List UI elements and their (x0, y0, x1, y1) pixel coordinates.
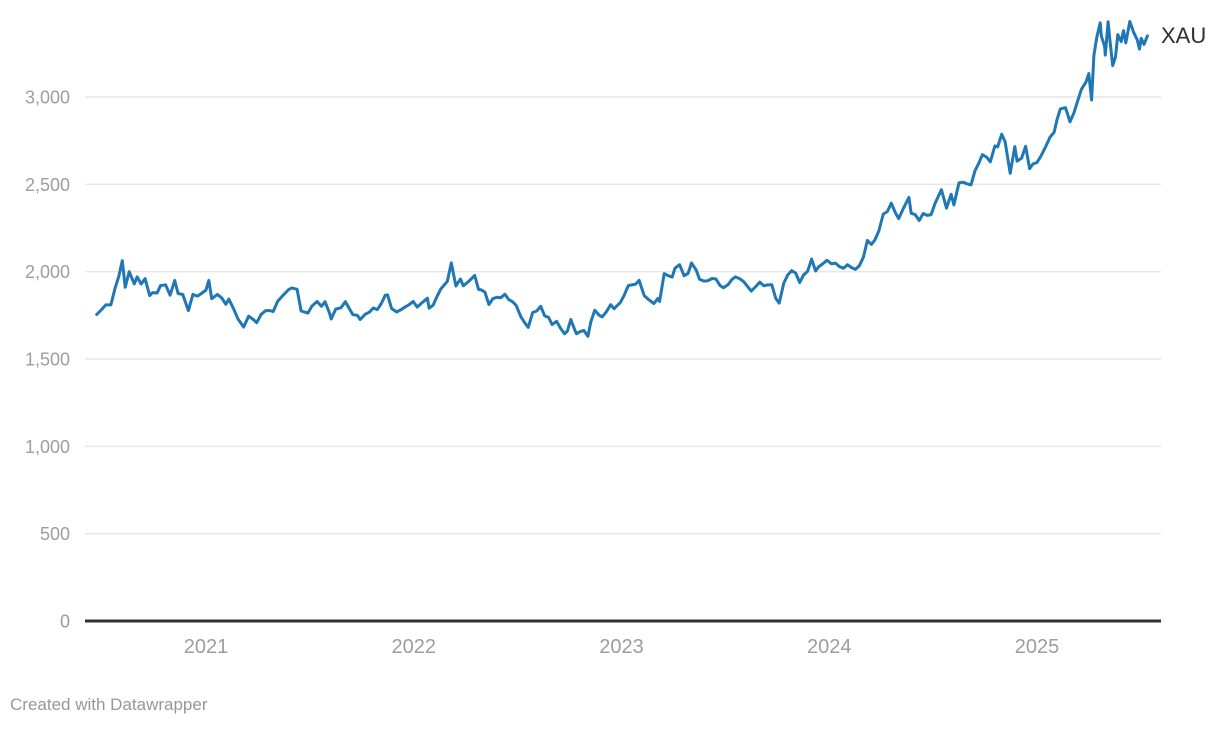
attribution: Created with Datawrapper (10, 695, 208, 714)
y-axis-tick-label: 0 (60, 612, 70, 632)
price-line (95, 20, 1149, 338)
y-axis-tick-label: 1,500 (25, 350, 70, 370)
y-axis-tick-label: 2,000 (25, 262, 70, 282)
y-axis-tick-label: 500 (40, 524, 70, 544)
y-axis-tick-label: 3,000 (25, 88, 70, 108)
x-axis-tick-label: 2021 (184, 636, 229, 658)
series-label: XAU (1161, 22, 1207, 48)
x-axis-tick-label: 2023 (599, 636, 644, 658)
y-axis-tick-label: 1,000 (25, 437, 70, 457)
y-axis-tick-label: 2,500 (25, 175, 70, 195)
x-axis-tick-label: 2024 (807, 636, 852, 658)
x-axis-tick-label: 2025 (1015, 636, 1060, 658)
x-axis-tick-label: 2022 (392, 636, 437, 658)
